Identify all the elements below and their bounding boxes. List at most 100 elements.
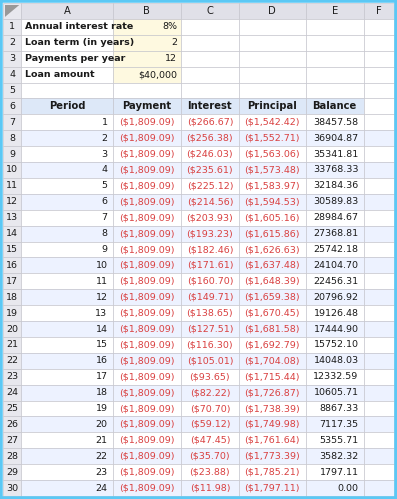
Bar — [181, 433, 239, 448]
Text: ($1,809.09): ($1,809.09) — [119, 261, 175, 270]
Text: 38457.58: 38457.58 — [314, 118, 358, 127]
Text: ($182.46): ($182.46) — [187, 245, 233, 254]
Bar — [3, 82, 21, 98]
Bar — [112, 146, 181, 162]
Bar — [21, 417, 112, 433]
Text: ($214.56): ($214.56) — [187, 197, 233, 206]
Text: ($1,809.09): ($1,809.09) — [119, 324, 175, 333]
Bar — [239, 51, 306, 66]
Text: 27: 27 — [6, 436, 18, 445]
Bar — [306, 162, 364, 178]
Bar — [3, 369, 21, 385]
Text: 12: 12 — [6, 197, 18, 206]
Text: ($1,809.09): ($1,809.09) — [119, 134, 175, 143]
Text: 17: 17 — [96, 372, 108, 381]
Text: 30589.83: 30589.83 — [313, 197, 358, 206]
Bar — [239, 480, 306, 496]
Text: 36904.87: 36904.87 — [314, 134, 358, 143]
Text: ($225.12): ($225.12) — [187, 182, 233, 191]
Bar — [3, 257, 21, 273]
Text: ($23.88): ($23.88) — [190, 468, 230, 477]
Bar — [364, 3, 394, 19]
Text: ($116.30): ($116.30) — [187, 340, 233, 349]
Bar — [21, 114, 112, 130]
Text: ($246.03): ($246.03) — [187, 150, 233, 159]
Text: 4: 4 — [9, 70, 15, 79]
Bar — [364, 130, 394, 146]
Text: 35341.81: 35341.81 — [313, 150, 358, 159]
Bar — [112, 337, 181, 353]
Bar — [239, 321, 306, 337]
Bar — [112, 114, 181, 130]
Text: Payment: Payment — [122, 101, 172, 111]
Bar — [21, 369, 112, 385]
Bar — [181, 210, 239, 226]
Bar — [239, 401, 306, 417]
Bar — [112, 242, 181, 257]
Bar — [3, 242, 21, 257]
Bar — [181, 3, 239, 19]
Text: ($203.93): ($203.93) — [187, 213, 233, 222]
Bar — [239, 194, 306, 210]
Bar — [306, 401, 364, 417]
Bar — [112, 448, 181, 464]
Bar — [364, 82, 394, 98]
Polygon shape — [5, 5, 19, 17]
Bar — [181, 496, 239, 499]
Bar — [3, 321, 21, 337]
Text: B: B — [143, 6, 150, 16]
Bar — [364, 19, 394, 35]
Text: ($1,809.09): ($1,809.09) — [119, 118, 175, 127]
Text: ($1,809.09): ($1,809.09) — [119, 277, 175, 286]
Text: 4: 4 — [102, 166, 108, 175]
Text: 2: 2 — [102, 134, 108, 143]
Text: 1: 1 — [102, 118, 108, 127]
Text: ($59.12): ($59.12) — [190, 420, 230, 429]
Bar — [239, 3, 306, 19]
Bar — [364, 210, 394, 226]
Bar — [364, 369, 394, 385]
Text: E: E — [331, 6, 338, 16]
Bar — [239, 35, 306, 51]
Bar — [3, 289, 21, 305]
Bar — [3, 98, 21, 114]
Text: ($1,809.09): ($1,809.09) — [119, 213, 175, 222]
Bar — [112, 417, 181, 433]
Bar — [112, 194, 181, 210]
Bar — [21, 51, 112, 66]
Text: 22456.31: 22456.31 — [314, 277, 358, 286]
Bar — [3, 305, 21, 321]
Text: C: C — [206, 6, 213, 16]
Bar — [112, 401, 181, 417]
Text: 9: 9 — [9, 150, 15, 159]
Bar — [181, 464, 239, 480]
Text: ($1,563.06): ($1,563.06) — [245, 150, 300, 159]
Bar — [3, 226, 21, 242]
Bar — [3, 273, 21, 289]
Text: ($1,809.09): ($1,809.09) — [119, 452, 175, 461]
Text: ($235.61): ($235.61) — [187, 166, 233, 175]
Text: ($1,626.63): ($1,626.63) — [245, 245, 300, 254]
Bar — [3, 114, 21, 130]
Bar — [364, 448, 394, 464]
Text: 17: 17 — [6, 277, 18, 286]
Bar — [364, 162, 394, 178]
Bar — [364, 146, 394, 162]
Bar — [239, 448, 306, 464]
Text: 18: 18 — [6, 293, 18, 302]
Bar — [364, 257, 394, 273]
Bar — [21, 146, 112, 162]
Bar — [3, 337, 21, 353]
Text: 21: 21 — [96, 436, 108, 445]
Bar — [21, 353, 112, 369]
Bar — [3, 353, 21, 369]
Bar — [3, 480, 21, 496]
Text: 19: 19 — [96, 404, 108, 413]
Bar — [3, 146, 21, 162]
Bar — [364, 194, 394, 210]
Bar — [181, 146, 239, 162]
Text: ($193.23): ($193.23) — [187, 229, 233, 238]
Bar — [3, 433, 21, 448]
Bar — [306, 194, 364, 210]
Text: ($1,573.48): ($1,573.48) — [245, 166, 300, 175]
